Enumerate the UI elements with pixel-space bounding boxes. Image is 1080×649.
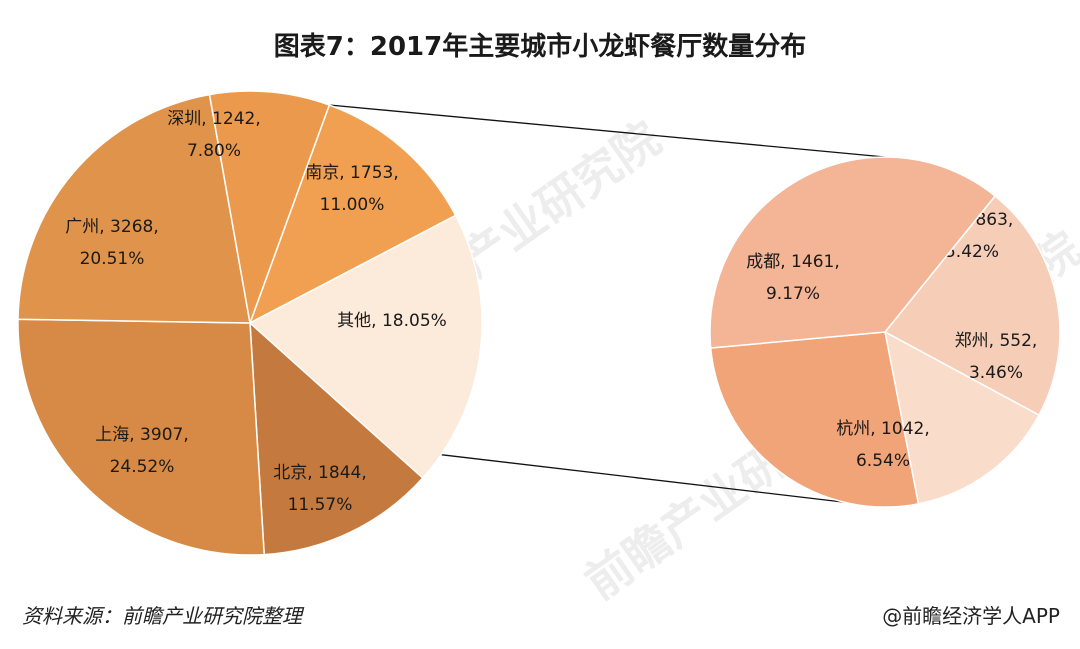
slice-label: 深圳, 1242, [167,109,260,129]
slice-label: 广州, 3268, [65,217,158,237]
connector-line-top [329,104,886,158]
slice-label: 其他, 18.05% [337,311,447,331]
pie-slice [17,93,251,324]
pie-slice [17,318,265,556]
pie-slice [883,330,1041,505]
pie-slice [709,331,920,508]
slice-percent-label: 9.17% [766,284,820,304]
slice-label: 上海, 3907, [95,425,188,445]
pie-slice [208,90,331,326]
slice-percent-label: 20.51% [80,249,145,269]
slice-percent-label: 24.52% [110,457,175,477]
slice-percent-label: 7.80% [187,141,241,161]
slice-percent-label: 5.42% [945,242,999,262]
slice-percent-label: 11.00% [320,195,385,215]
slice-percent-label: 11.57% [288,495,353,515]
chart-title: 图表7：2017年主要城市小龙虾餐厅数量分布 [273,32,807,62]
source-note: 资料来源：前瞻产业研究院整理 [22,604,302,628]
connector-line-bottom [440,454,886,508]
slice-label: 杭州, 1042, [836,419,929,439]
pie-slice [709,156,997,349]
pie-slice [249,321,424,556]
credit-note: @前瞻经济学人APP [882,604,1060,628]
slice-label: 北京, 1844, [273,463,366,483]
slice-label: 南京, 1753, [305,163,398,183]
pie-slice [248,104,457,325]
pie-slice [883,194,1061,417]
slice-label: 郑州, 552, [955,331,1038,351]
pie-slice [248,214,483,480]
slice-percent-label: 6.54% [856,451,910,471]
slice-percent-label: 3.46% [969,363,1023,383]
slice-label: 成都, 1461, [746,252,839,272]
